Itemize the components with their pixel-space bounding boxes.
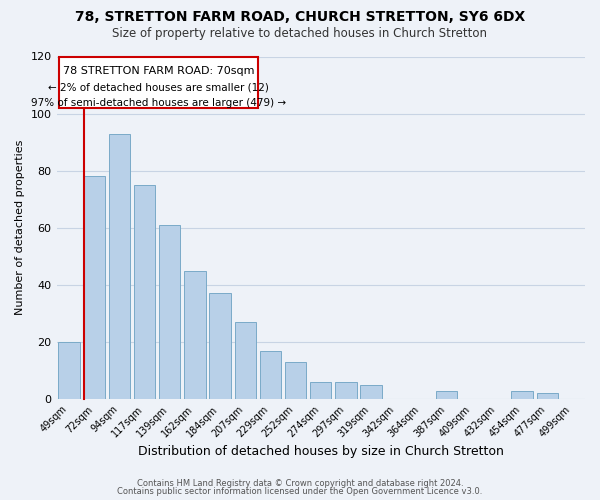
Text: 78, STRETTON FARM ROAD, CHURCH STRETTON, SY6 6DX: 78, STRETTON FARM ROAD, CHURCH STRETTON,… xyxy=(75,10,525,24)
Bar xyxy=(134,185,155,399)
Bar xyxy=(109,134,130,399)
Bar xyxy=(159,225,181,399)
Bar xyxy=(361,385,382,399)
Bar xyxy=(310,382,331,399)
Text: Size of property relative to detached houses in Church Stretton: Size of property relative to detached ho… xyxy=(113,28,487,40)
Bar xyxy=(184,270,206,399)
Bar xyxy=(83,176,105,399)
Bar xyxy=(235,322,256,399)
Bar xyxy=(511,390,533,399)
Bar xyxy=(335,382,356,399)
Text: 97% of semi-detached houses are larger (479) →: 97% of semi-detached houses are larger (… xyxy=(31,98,286,108)
Bar xyxy=(285,362,307,399)
Bar xyxy=(58,342,80,399)
Y-axis label: Number of detached properties: Number of detached properties xyxy=(15,140,25,316)
Text: ← 2% of detached houses are smaller (12): ← 2% of detached houses are smaller (12) xyxy=(48,82,269,92)
Bar xyxy=(436,390,457,399)
Text: Contains public sector information licensed under the Open Government Licence v3: Contains public sector information licen… xyxy=(118,487,482,496)
Bar xyxy=(209,294,231,399)
Bar xyxy=(260,350,281,399)
Text: Contains HM Land Registry data © Crown copyright and database right 2024.: Contains HM Land Registry data © Crown c… xyxy=(137,478,463,488)
X-axis label: Distribution of detached houses by size in Church Stretton: Distribution of detached houses by size … xyxy=(138,444,504,458)
Text: 78 STRETTON FARM ROAD: 70sqm: 78 STRETTON FARM ROAD: 70sqm xyxy=(63,66,254,76)
Bar xyxy=(536,394,558,399)
FancyBboxPatch shape xyxy=(59,56,258,108)
